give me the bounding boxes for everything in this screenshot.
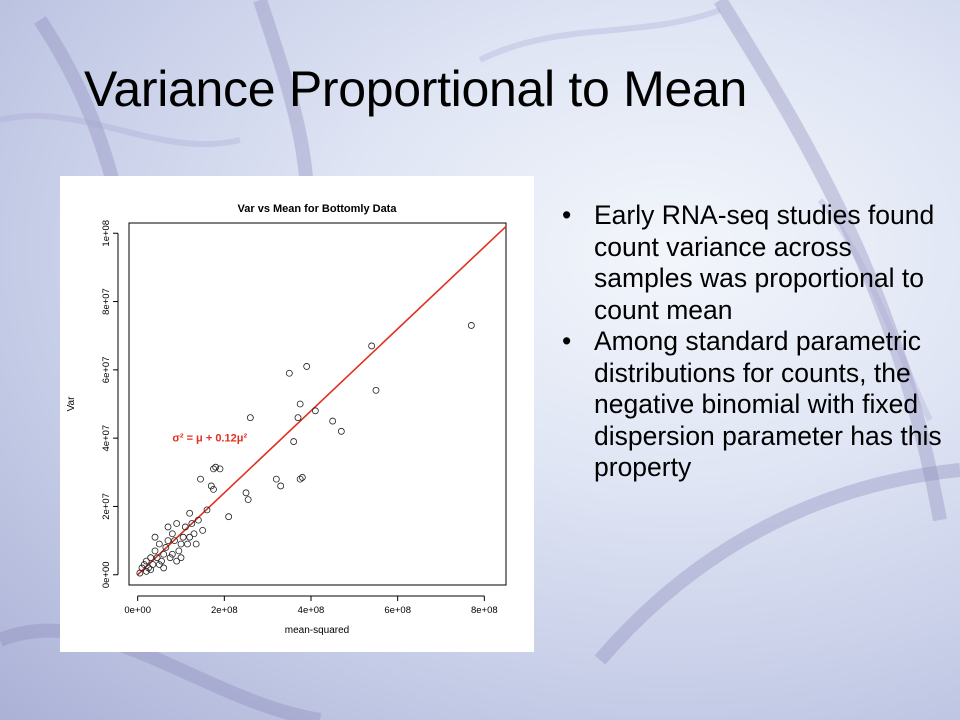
data-point [329,417,337,425]
chart-title: Var vs Mean for Bottomly Data [238,203,398,215]
y-tick-label: 8e+07 [101,288,112,315]
y-tick-label: 2e+07 [101,493,112,520]
data-point [151,533,159,541]
data-point [372,386,380,394]
data-point [225,513,233,521]
bullet-dot-icon: • [562,326,572,356]
data-point [168,530,176,538]
slide-title: Variance Proportional to Mean [84,61,747,117]
data-point [158,557,165,565]
x-tick-label: 6e+08 [384,605,411,616]
data-point [197,475,204,483]
data-point [162,544,170,551]
data-point [199,526,207,534]
data-point [155,540,163,548]
chart-panel: Var vs Mean for Bottomly Data mean-squar… [60,176,534,652]
data-point [210,485,217,493]
y-tick-label: 1e+08 [101,220,112,247]
y-tick-label: 6e+07 [101,357,112,384]
data-point [242,489,250,497]
data-point [337,427,345,435]
data-point [153,554,161,562]
y-tick-label: 4e+07 [101,425,112,452]
bullet-dot-icon: • [562,200,572,230]
data-point [160,564,168,572]
data-point [175,547,183,555]
data-point [296,475,304,483]
data-point [272,475,280,483]
data-point [168,550,176,558]
y-axis-label: Var [66,396,77,411]
data-point [164,537,172,545]
x-axis-label: mean-squared [285,625,349,636]
data-point [147,554,155,562]
bullet-item: • Among standard parametric distributions… [560,326,945,484]
data-point [166,554,174,562]
x-tick-label: 0e+00 [124,605,151,616]
x-tick-label: 2e+08 [211,605,238,616]
data-point [311,407,319,415]
data-point [246,414,254,422]
data-point [216,465,224,473]
data-point [173,520,181,527]
x-tick-label: 8e+08 [471,605,498,616]
data-point [177,540,185,548]
data-point [290,438,298,445]
plot-box [128,222,507,586]
data-point [179,533,187,541]
data-point [212,463,220,471]
data-point [192,540,200,548]
data-point [298,474,306,481]
data-point [155,561,163,568]
fit-equation: σ² = μ + 0.12μ² [172,433,247,445]
data-point [303,363,311,370]
data-point [194,516,202,524]
bullet-text: Early RNA-seq studies found count varian… [594,200,935,325]
fit-line [137,225,507,576]
y-tick-label: 0e+00 [101,561,112,588]
data-point [190,530,198,538]
data-point [151,547,159,555]
data-point [207,482,215,490]
bullet-text: Among standard parametric distributions … [594,326,942,482]
data-point [140,561,148,568]
data-point [294,414,302,422]
data-point [467,322,475,329]
data-point [277,482,285,490]
data-point [171,537,178,545]
bullet-list: • Early RNA-seq studies found count varia… [560,200,945,484]
data-point [173,557,181,565]
data-point [244,496,252,504]
data-point [188,520,196,527]
data-point [181,523,189,531]
data-point [136,569,144,577]
data-point [164,523,172,531]
data-point [142,557,150,565]
data-point [184,540,191,548]
data-point [147,566,155,574]
data-point [368,342,376,350]
scatter-plot: Var vs Mean for Bottomly Data mean-squar… [66,203,507,636]
data-point [145,564,152,572]
data-point [160,550,168,558]
data-point [177,554,185,562]
bullet-item: • Early RNA-seq studies found count varia… [560,200,945,326]
data-point [186,509,194,517]
x-tick-label: 4e+08 [298,605,325,616]
data-point [142,567,150,575]
data-point [186,533,194,541]
data-point [210,465,217,473]
data-point [203,506,211,514]
data-point [285,369,293,377]
data-point [296,400,304,408]
